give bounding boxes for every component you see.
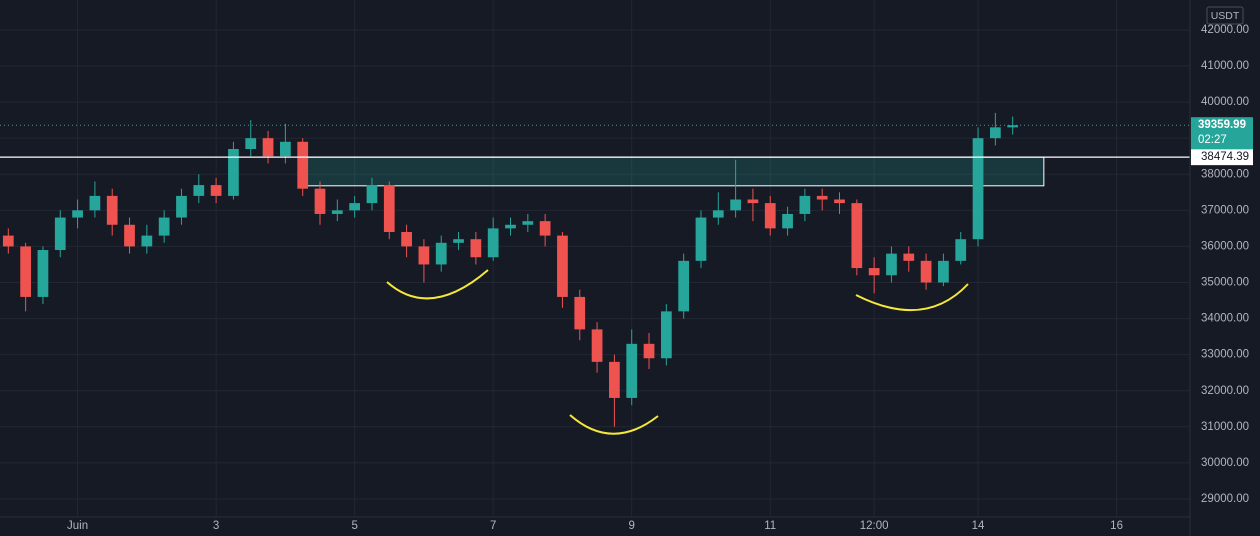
y-tick-label: 31000.00	[1201, 421, 1249, 433]
candle-body	[764, 203, 776, 229]
y-tick-label: 42000.00	[1201, 24, 1249, 36]
y-tick-label: 34000.00	[1201, 313, 1249, 325]
candle-body	[591, 329, 603, 362]
candle-body	[228, 149, 239, 196]
candle-body	[176, 195, 187, 218]
x-tick-label: 7	[490, 520, 496, 532]
candle-body	[522, 221, 534, 225]
candle-body	[1007, 125, 1019, 128]
candle-body	[193, 185, 205, 196]
candle-body	[834, 199, 845, 204]
candle-body	[418, 246, 430, 265]
candle-body	[816, 195, 828, 200]
y-tick-label: 32000.00	[1201, 385, 1249, 397]
candle-body	[487, 228, 499, 258]
candle-body	[955, 239, 967, 261]
candle-body	[470, 239, 482, 258]
candle-body	[37, 250, 49, 297]
arc-annotation	[386, 269, 489, 300]
y-tick-label: 29000.00	[1201, 493, 1249, 505]
last-price-box	[1191, 117, 1253, 150]
candle-body	[262, 138, 274, 157]
candle-body	[747, 199, 759, 204]
y-tick-label: 37000.00	[1201, 204, 1249, 216]
candle-body	[557, 235, 568, 297]
y-tick-label: 38000.00	[1201, 168, 1249, 180]
candle-body	[938, 260, 949, 283]
candle-body	[868, 268, 880, 276]
candle-body	[626, 343, 638, 398]
candle-body	[106, 195, 118, 225]
arc-annotation	[569, 414, 659, 435]
candle-body	[712, 210, 724, 218]
candle-body	[903, 253, 915, 261]
y-tick-label: 40000.00	[1201, 96, 1249, 108]
candle-body	[54, 217, 66, 251]
x-tick-label: 3	[213, 520, 219, 532]
candle-body	[886, 253, 897, 276]
candle-body	[799, 195, 811, 214]
plot	[0, 112, 1190, 427]
candle-body	[660, 311, 672, 359]
candle-body	[574, 296, 586, 330]
zone	[298, 156, 1045, 187]
x-tick-label: 9	[629, 520, 635, 532]
candle-body	[314, 188, 326, 214]
arc-annotation	[855, 283, 969, 312]
candle-body	[383, 185, 395, 232]
candle-body	[435, 242, 447, 265]
currency: USDT	[1211, 10, 1240, 22]
candle-body	[972, 138, 984, 240]
candle-body	[210, 185, 222, 196]
candle-body	[297, 141, 309, 189]
y-tick-label: 36000.00	[1201, 240, 1249, 252]
x-tick-label: 16	[1110, 520, 1123, 532]
candle-body	[349, 203, 361, 211]
candle-body	[141, 235, 153, 247]
candle-body	[401, 231, 412, 247]
x-tick-label: 11	[764, 520, 776, 532]
x-tick-label: 12:00	[860, 520, 889, 532]
candle-body	[643, 343, 655, 359]
y-tick-label: 41000.00	[1201, 60, 1249, 72]
countdown: 02:27	[1198, 134, 1227, 146]
last-price: 39359.99	[1198, 119, 1246, 131]
candle-body	[695, 217, 707, 261]
candle-body	[851, 203, 863, 269]
candle-body	[920, 260, 932, 283]
candle-body	[20, 246, 31, 297]
candle-body	[158, 217, 170, 236]
candle-body	[2, 235, 14, 247]
x-tick-label: 5	[351, 520, 357, 532]
candle-body	[609, 361, 620, 398]
candle-body	[505, 224, 516, 229]
candle-body	[539, 221, 551, 236]
axis: 29000.00 30000.00 31000.00 32000.00 33000.00…	[67, 24, 1253, 532]
candle-body	[989, 127, 1001, 139]
annotations	[386, 269, 969, 435]
line-label: 38474.39	[1201, 151, 1249, 163]
candle-body	[366, 185, 378, 204]
x-tick-label: 14	[972, 520, 985, 532]
candle-body	[72, 210, 83, 218]
y-tick-label: 33000.00	[1201, 349, 1249, 361]
line-label-box	[1191, 149, 1253, 166]
y-tick-label: 35000.00	[1201, 277, 1249, 289]
currency-box	[1206, 6, 1244, 25]
y-tick-label: 30000.00	[1201, 457, 1249, 469]
candle-body	[782, 213, 793, 229]
candle-body	[245, 138, 257, 150]
candle-body	[89, 195, 101, 211]
candle-body	[280, 141, 291, 157]
candle-body	[453, 239, 464, 243]
candle-body	[124, 224, 135, 247]
candle-body	[678, 260, 690, 312]
candle-body	[730, 199, 741, 211]
candle-body	[331, 210, 343, 214]
x-tick-label: Juin	[67, 520, 88, 532]
